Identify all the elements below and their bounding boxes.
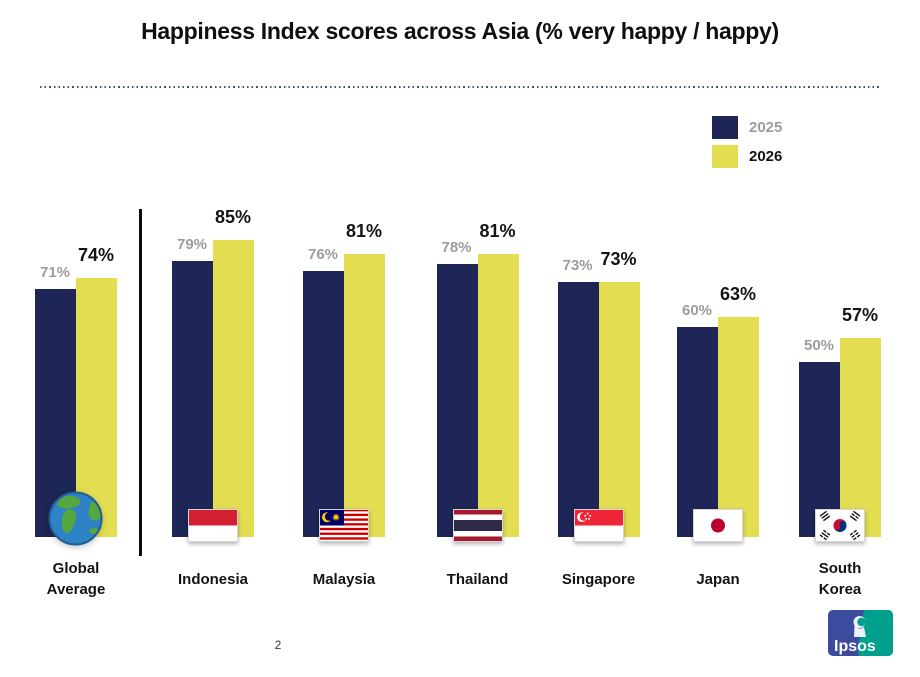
chart-title: Happiness Index scores across Asia (% ve… <box>141 18 779 44</box>
category-label: South Korea <box>818 560 862 598</box>
value-label-2026-indonesia: 85% <box>214 206 252 227</box>
page-number: 2 <box>274 638 282 652</box>
category-label-japan: Japan <box>663 556 773 602</box>
value-label-2026-thailand: 81% <box>479 220 516 241</box>
legend-swatch-2026 <box>712 145 738 168</box>
value-label-2025-japan: 60% <box>681 302 713 319</box>
legend: 2025 2026 <box>712 116 782 174</box>
bar-chart: 71% 74% 79% 85% 76% 81% 78% 81% 73% <box>21 0 895 546</box>
japan-flag-icon <box>693 509 743 542</box>
category-label: Malaysia <box>312 570 376 588</box>
value-label-2025-singapore: 73% <box>562 256 593 274</box>
legend-item-2026: 2026 <box>712 145 782 168</box>
category-label-singapore: Singapore <box>544 556 654 602</box>
legend-item-2025: 2025 <box>712 116 782 139</box>
category-label: Singapore <box>561 570 636 588</box>
category-label-malaysia: Malaysia <box>289 556 399 602</box>
value-label-2025-malaysia: 76% <box>307 246 339 263</box>
thailand-flag-icon <box>452 509 503 542</box>
category-label: Japan <box>696 570 740 588</box>
category-label-indonesia: Indonesia <box>158 556 268 602</box>
value-label-2026-japan: 63% <box>719 283 757 304</box>
south-korea-flag-icon <box>815 509 865 542</box>
value-label-2025-south-korea: 50% <box>803 337 835 354</box>
value-label-2025-thailand: 78% <box>441 239 472 256</box>
bar-2025-japan <box>677 327 718 537</box>
value-label-2026-singapore: 73% <box>600 248 637 269</box>
bar-2026-south-korea <box>840 337 881 537</box>
legend-swatch-2025 <box>712 116 738 139</box>
svg-text:Ipsos: Ipsos <box>834 638 876 655</box>
malaysia-flag-icon <box>319 509 369 542</box>
bar-2025-malaysia <box>303 271 344 537</box>
chart-group-singapore: 73% 73% <box>544 0 654 542</box>
bar-2025-indonesia <box>172 260 213 537</box>
value-label-2026-malaysia: 81% <box>345 220 383 241</box>
chart-group-south-korea: 50% 57% <box>785 0 895 542</box>
category-label: Indonesia <box>177 570 248 588</box>
bar-2025-singapore <box>557 281 599 537</box>
indonesia-flag-icon <box>188 509 238 542</box>
globe-icon <box>47 490 104 547</box>
global-average-separator-line <box>139 209 142 556</box>
chart-group-malaysia: 76% 81% <box>289 0 399 542</box>
bar-2025-south-korea <box>799 362 840 537</box>
value-label-2025-indonesia: 79% <box>176 235 208 253</box>
chart-group-global-average: 71% 74% <box>21 0 131 546</box>
chart-group-japan: 60% 63% <box>663 0 773 542</box>
bar-2026-thailand <box>477 253 519 537</box>
singapore-flag-icon <box>573 509 624 542</box>
value-label-2025-global-average: 71% <box>39 263 71 281</box>
category-label-south-korea: South Korea <box>785 556 895 602</box>
legend-label-2025: 2025 <box>749 119 783 136</box>
value-label-2026-global-average: 74% <box>77 245 115 265</box>
category-label-global-average: Global Average <box>21 556 131 602</box>
bar-2026-malaysia <box>344 253 385 537</box>
category-label: Global Average <box>46 560 106 598</box>
dotted-divider <box>40 86 880 88</box>
ipsos-logo-icon: Ipsos <box>828 610 893 656</box>
bar-2026-japan <box>718 316 759 537</box>
category-label-thailand: Thailand <box>423 556 533 602</box>
value-label-2026-south-korea: 57% <box>841 304 879 325</box>
legend-label-2026: 2026 <box>749 148 783 165</box>
bar-2026-singapore <box>598 281 640 537</box>
bar-2025-thailand <box>436 264 478 537</box>
bar-2026-indonesia <box>213 239 254 537</box>
chart-group-thailand: 78% 81% <box>423 0 533 542</box>
chart-group-indonesia: 79% 85% <box>158 0 268 542</box>
category-label: Thailand <box>446 570 509 588</box>
ipsos-logo: Ipsos <box>828 610 893 656</box>
